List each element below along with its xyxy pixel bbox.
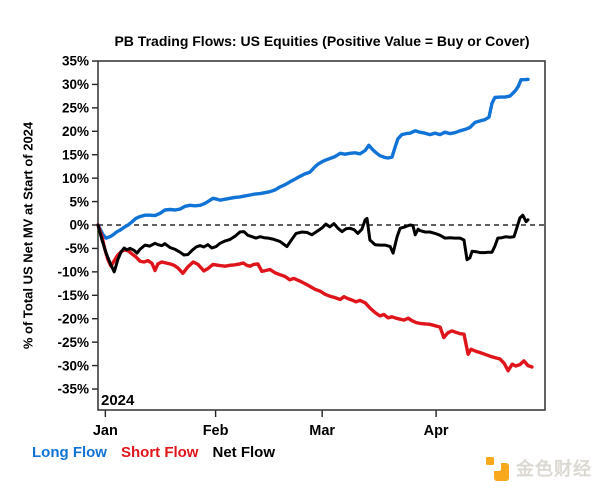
y-tick-label: 35%	[62, 54, 89, 69]
logo-notch	[494, 463, 501, 471]
x-tick-label: Mar	[309, 423, 335, 439]
y-tick-label: 15%	[62, 147, 89, 162]
y-tick-label: 10%	[62, 171, 89, 186]
y-tick-label: 25%	[62, 101, 89, 116]
y-tick-label: -5%	[65, 241, 89, 256]
y-tick-label: -35%	[57, 382, 89, 397]
y-tick-label: 20%	[62, 124, 89, 139]
y-tick-label: 5%	[69, 194, 89, 209]
year-label: 2024	[101, 392, 135, 409]
jinse-finance-logo-icon	[486, 454, 510, 481]
net-flow-line	[96, 213, 530, 274]
y-tick-label: -15%	[57, 288, 89, 303]
x-tick-label: Jan	[93, 423, 118, 439]
logo-dot	[486, 457, 494, 465]
x-tick-label: Feb	[203, 423, 229, 439]
chart-title: PB Trading Flows: US Equities (Positive …	[114, 33, 530, 49]
legend: Long Flow Short Flow Net Flow	[32, 444, 275, 461]
y-tick-label: 30%	[62, 77, 89, 92]
legend-item-short-flow: Short Flow	[120, 444, 199, 461]
legend-item-long-flow: Long Flow	[32, 444, 107, 461]
y-tick-label: 0%	[69, 218, 89, 233]
short-flow-line	[96, 223, 534, 373]
y-tick-label: -30%	[57, 358, 89, 373]
long-flow-line	[96, 77, 530, 240]
legend-item-net-flow: Net Flow	[212, 444, 275, 461]
y-tick-label: -20%	[57, 311, 89, 326]
y-tick-label: -25%	[57, 335, 89, 350]
x-tick-label: Apr	[424, 423, 449, 439]
watermark-text: 金色财经	[516, 458, 592, 479]
y-tick-label: -10%	[57, 265, 89, 280]
watermark: 金色财经	[486, 454, 592, 481]
y-axis-label: % of Total US Net MV at Start of 2024	[20, 121, 36, 350]
plot-frame	[97, 60, 546, 411]
